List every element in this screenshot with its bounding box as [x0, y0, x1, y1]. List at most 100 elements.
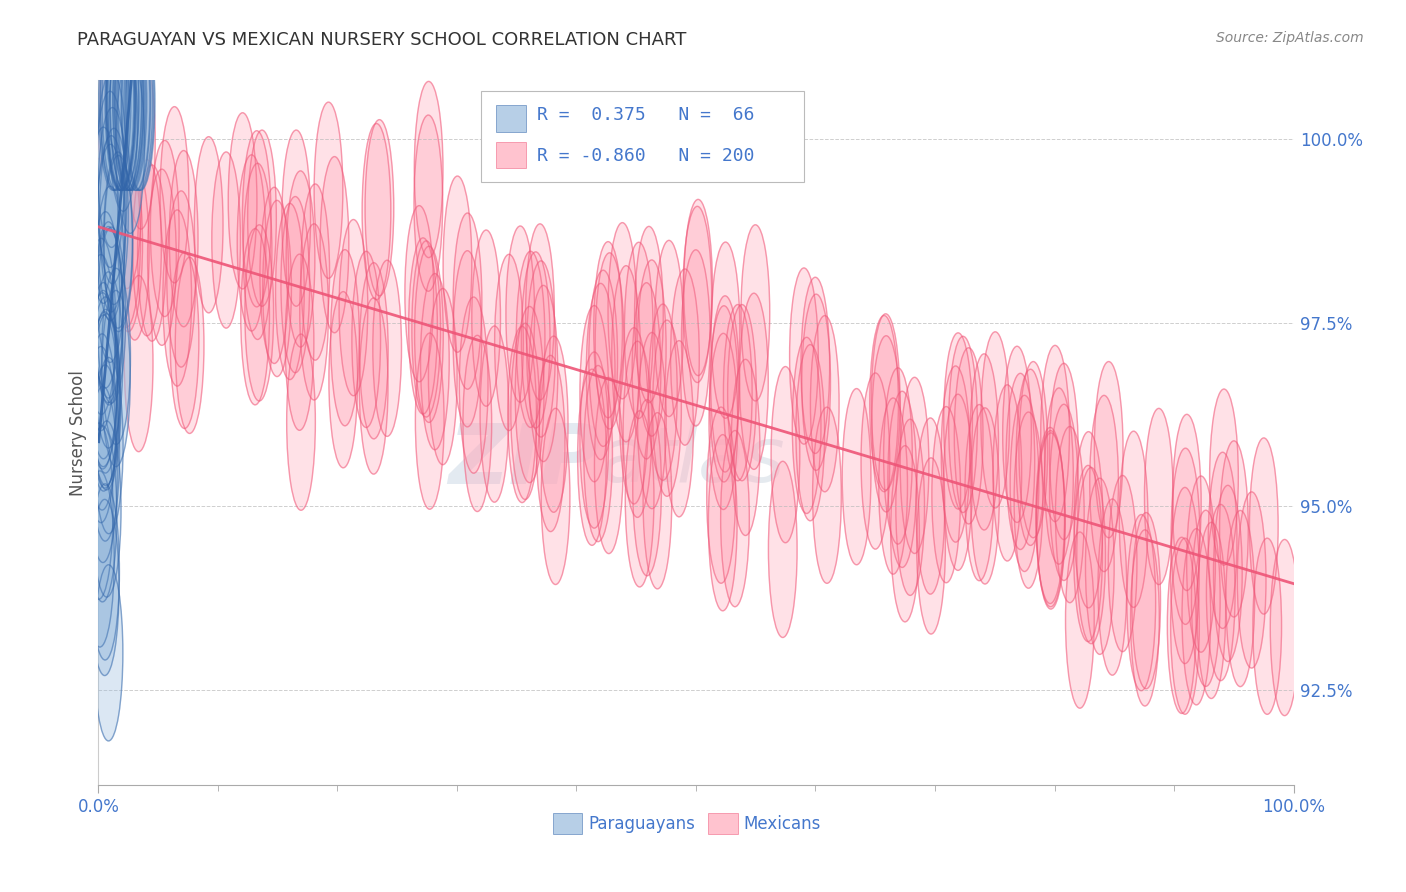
Circle shape	[138, 165, 166, 341]
Circle shape	[943, 333, 973, 509]
Circle shape	[1098, 499, 1126, 675]
Circle shape	[94, 227, 122, 402]
Circle shape	[728, 304, 756, 481]
Circle shape	[1206, 505, 1234, 681]
Circle shape	[360, 263, 388, 439]
Circle shape	[731, 359, 759, 535]
Circle shape	[281, 196, 309, 373]
Circle shape	[769, 461, 797, 638]
Circle shape	[1119, 431, 1147, 607]
Circle shape	[263, 201, 291, 376]
Circle shape	[472, 230, 501, 406]
Circle shape	[637, 333, 666, 508]
Bar	[553, 814, 582, 834]
Circle shape	[506, 226, 534, 402]
Circle shape	[105, 14, 134, 190]
Circle shape	[329, 292, 357, 467]
Circle shape	[741, 225, 769, 401]
Circle shape	[93, 421, 121, 597]
Circle shape	[683, 200, 713, 376]
Circle shape	[1144, 409, 1173, 584]
Circle shape	[710, 296, 740, 472]
Circle shape	[114, 14, 142, 190]
Circle shape	[529, 285, 558, 461]
Circle shape	[150, 140, 179, 317]
Circle shape	[108, 35, 138, 211]
Circle shape	[460, 297, 488, 474]
Circle shape	[1036, 427, 1064, 604]
Circle shape	[415, 81, 443, 258]
Circle shape	[373, 260, 402, 436]
Circle shape	[887, 392, 917, 567]
Circle shape	[117, 14, 146, 190]
Circle shape	[110, 14, 139, 190]
Circle shape	[299, 224, 329, 400]
Circle shape	[648, 304, 678, 480]
Circle shape	[260, 187, 288, 363]
Circle shape	[1237, 491, 1265, 668]
Circle shape	[495, 254, 523, 431]
Circle shape	[790, 268, 818, 444]
Circle shape	[112, 152, 141, 327]
Circle shape	[810, 316, 839, 491]
Circle shape	[413, 115, 443, 292]
Circle shape	[527, 260, 555, 437]
Bar	[496, 105, 526, 132]
Circle shape	[100, 14, 128, 190]
Circle shape	[176, 257, 204, 434]
Circle shape	[86, 254, 115, 431]
Circle shape	[1066, 532, 1094, 708]
Circle shape	[107, 14, 135, 190]
Circle shape	[114, 155, 142, 332]
Circle shape	[105, 14, 135, 190]
Circle shape	[1208, 452, 1237, 629]
Circle shape	[595, 252, 624, 429]
Circle shape	[90, 315, 118, 491]
Circle shape	[87, 334, 117, 510]
Circle shape	[228, 112, 257, 289]
Circle shape	[1167, 537, 1197, 714]
Circle shape	[104, 152, 132, 328]
Circle shape	[1187, 476, 1215, 652]
Circle shape	[870, 316, 898, 491]
Circle shape	[637, 260, 666, 436]
Circle shape	[115, 14, 143, 190]
Circle shape	[1019, 361, 1047, 538]
Circle shape	[163, 210, 191, 386]
Circle shape	[103, 14, 131, 190]
Circle shape	[212, 152, 240, 328]
Circle shape	[101, 291, 131, 467]
Circle shape	[970, 408, 1000, 584]
Circle shape	[160, 107, 188, 283]
Circle shape	[420, 274, 450, 450]
Circle shape	[1017, 369, 1045, 545]
Circle shape	[124, 14, 153, 190]
Circle shape	[89, 293, 117, 469]
Circle shape	[515, 307, 544, 483]
Circle shape	[352, 252, 381, 427]
Circle shape	[96, 145, 125, 320]
Circle shape	[1219, 441, 1249, 617]
Text: PARAGUAYAN VS MEXICAN NURSERY SCHOOL CORRELATION CHART: PARAGUAYAN VS MEXICAN NURSERY SCHOOL COR…	[77, 31, 686, 49]
FancyBboxPatch shape	[481, 91, 804, 183]
Circle shape	[872, 314, 900, 490]
Circle shape	[1049, 363, 1078, 540]
Circle shape	[96, 186, 125, 362]
Circle shape	[148, 169, 176, 345]
Circle shape	[526, 224, 554, 400]
Circle shape	[842, 389, 870, 565]
Circle shape	[86, 158, 114, 334]
Circle shape	[1253, 538, 1281, 714]
Circle shape	[793, 337, 821, 514]
Circle shape	[1130, 530, 1160, 706]
Circle shape	[91, 310, 120, 485]
Circle shape	[118, 14, 146, 190]
Circle shape	[110, 14, 139, 190]
Circle shape	[479, 326, 509, 502]
Circle shape	[721, 431, 749, 607]
Bar	[496, 142, 526, 169]
Circle shape	[1074, 432, 1102, 607]
Circle shape	[709, 334, 738, 509]
Circle shape	[624, 243, 654, 418]
Circle shape	[707, 407, 735, 583]
